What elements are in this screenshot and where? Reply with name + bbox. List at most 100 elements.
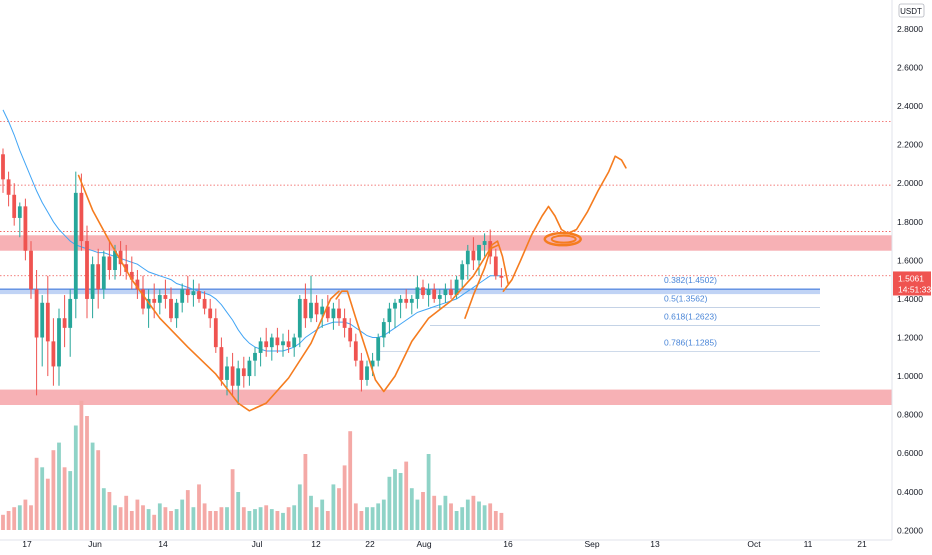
candle	[365, 360, 369, 386]
candle-body	[6, 179, 11, 195]
volume-bar	[292, 505, 297, 530]
volume-bar	[157, 503, 162, 530]
candle	[40, 295, 45, 367]
candle-body	[34, 289, 39, 338]
candle	[17, 202, 22, 238]
time-tick-label: 14	[158, 539, 168, 549]
price-tick-label: 1.2000	[897, 333, 923, 343]
candle-body	[57, 318, 61, 367]
volume-bar	[107, 492, 112, 530]
time-axis[interactable]: 17 Jun 14 Jul 12 22 Aug 16 Sep 13 Oct 11 21	[0, 539, 892, 549]
candle	[432, 283, 437, 303]
price-tick-label: 0.6000	[897, 448, 923, 458]
candle-body	[213, 318, 218, 348]
volume-bar	[85, 416, 89, 530]
candle-body	[342, 318, 347, 328]
candle-body	[191, 291, 196, 296]
candle-body	[68, 298, 73, 328]
candle	[96, 248, 101, 309]
candle-body	[129, 271, 134, 280]
volume-bar	[387, 476, 392, 530]
candle	[51, 318, 56, 386]
price-tick-label: 2.6000	[897, 63, 923, 73]
volume-bar	[314, 507, 319, 530]
candle	[421, 279, 425, 299]
candle-body	[303, 298, 308, 319]
candle	[499, 268, 504, 288]
volume-bar	[398, 473, 403, 530]
candle	[146, 289, 151, 328]
candle-body	[286, 341, 291, 348]
volume-bar	[309, 495, 313, 530]
volume-bar	[40, 467, 45, 530]
candle	[325, 295, 330, 323]
candle-body	[292, 337, 297, 348]
price-tick-label: 1.6000	[897, 255, 923, 265]
candle-body	[1, 154, 5, 180]
candle-body	[471, 250, 476, 261]
candle	[135, 270, 140, 299]
candle	[236, 360, 241, 405]
projection-path	[502, 155, 627, 293]
candle-body	[96, 264, 101, 290]
candle-body	[264, 341, 269, 348]
candle	[34, 270, 39, 396]
candle	[286, 329, 291, 353]
volume-bar	[465, 499, 470, 530]
time-tick-label: 16	[503, 539, 513, 549]
volume-bar	[426, 454, 431, 530]
candle-body	[421, 287, 425, 296]
candle	[45, 275, 50, 377]
price-tick-label: 2.2000	[897, 140, 923, 150]
volume-bar	[460, 507, 465, 530]
volume-bar	[342, 465, 347, 530]
volume-bar	[174, 509, 179, 530]
candle	[68, 289, 73, 357]
time-tick-label: 12	[311, 539, 321, 549]
volume-bar	[101, 488, 106, 530]
candle-body	[180, 289, 185, 303]
volume-bar	[208, 511, 213, 530]
price-tick-label: 1.0000	[897, 371, 923, 381]
candle-body	[12, 194, 17, 218]
volume-bar	[124, 495, 129, 530]
candle	[6, 171, 11, 207]
volume-bar	[370, 507, 375, 530]
price-axis[interactable]: USDT 2.8000 2.6000 2.4000 2.2000 2.0000 1.8000…	[891, 0, 931, 540]
candle-body	[73, 192, 78, 299]
volume-bar	[421, 492, 425, 530]
candle	[208, 298, 213, 328]
fib-labels-layer: 0.382(1.4502) 0.5(1.3562) 0.618(1.2623) 0.7…	[664, 275, 717, 347]
volume-bar	[57, 442, 61, 530]
moving-average-line	[2, 109, 502, 352]
candle-body	[443, 289, 448, 296]
candle	[12, 183, 17, 226]
candle	[197, 283, 201, 303]
candle-body	[482, 241, 487, 245]
volume-bar	[62, 467, 67, 530]
candle	[275, 327, 280, 353]
candle-body	[465, 250, 470, 265]
candle	[404, 289, 409, 309]
candle-body	[331, 308, 336, 319]
fib-zone	[0, 288, 820, 295]
candle	[90, 256, 95, 319]
candle	[493, 248, 498, 280]
volume-bar	[241, 507, 246, 530]
candle	[230, 352, 235, 396]
volume-bar	[404, 461, 409, 530]
candle	[465, 244, 470, 280]
volume-bar	[454, 511, 459, 530]
candle	[331, 302, 336, 330]
projection-target-circle	[543, 231, 582, 247]
candle	[471, 237, 476, 270]
volume-bar	[269, 509, 274, 530]
candle-body	[219, 347, 224, 380]
candle-body	[141, 289, 145, 309]
volume-bar	[286, 507, 291, 530]
volume-bar	[90, 442, 95, 530]
candle	[348, 318, 353, 348]
volume-bar	[73, 425, 78, 530]
